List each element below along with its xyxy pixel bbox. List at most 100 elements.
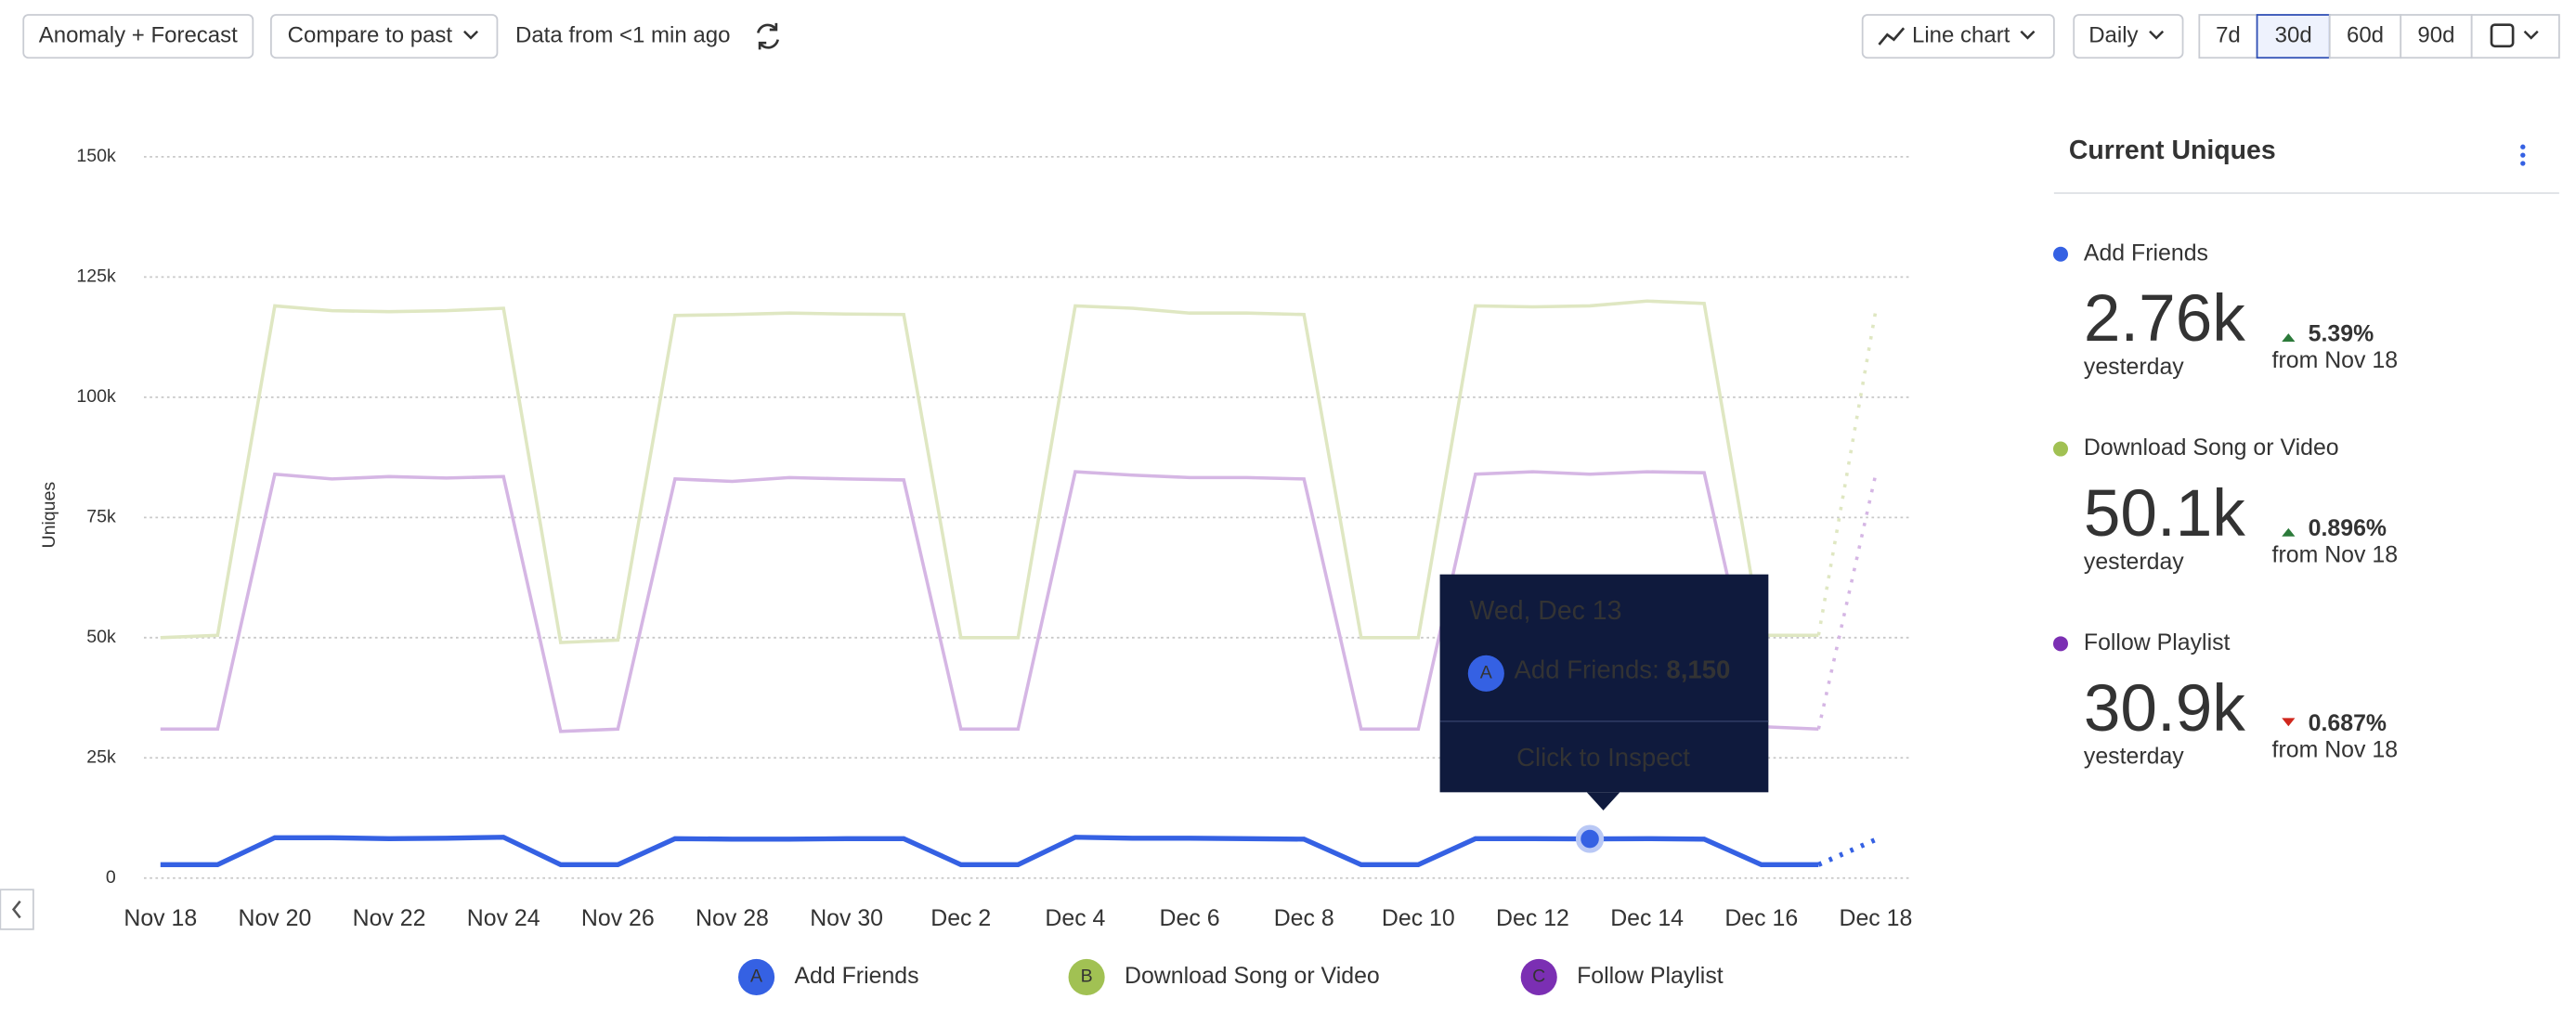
freshness: Data from <1 min ago [515, 22, 730, 47]
tooltip-date: Wed, Dec 13 [1470, 596, 1622, 626]
x-tick-label: Dec 2 [930, 905, 991, 931]
item-since: from Nov 18 [2272, 542, 2398, 568]
compare-button[interactable] [270, 14, 499, 59]
x-tick-label: Nov 30 [810, 905, 883, 931]
legend-badge[interactable] [738, 958, 775, 995]
series-dot [2053, 246, 2068, 262]
x-tick-label: Dec 8 [1274, 905, 1334, 931]
x-tick-label: Dec 14 [1610, 905, 1684, 931]
range-label: 60d [2347, 22, 2384, 47]
tooltip-letter: A [1480, 663, 1492, 683]
line-icon [1878, 27, 1906, 45]
x-tick-label: Nov 28 [696, 905, 769, 931]
y-tick-label: 150k [76, 146, 116, 166]
tooltip-arrow [1586, 792, 1620, 811]
range-button[interactable] [2198, 14, 2258, 59]
item-period: yesterday [2084, 549, 2184, 575]
forecast-line [1816, 310, 1878, 636]
x-tick-label: Nov 24 [467, 905, 540, 931]
up-arrow [2282, 527, 2296, 537]
item-change: 5.39% [2309, 320, 2374, 346]
compare-label: Compare to past [288, 22, 453, 47]
interval-label: Daily [2088, 22, 2138, 47]
tooltip-value: 8,150 [1666, 655, 1730, 684]
chevron [463, 30, 478, 40]
item-name: Download Song or Video [2084, 435, 2339, 461]
series-line [160, 835, 1819, 867]
item-period: yesterday [2084, 744, 2184, 770]
legend-name: Follow Playlist [1577, 963, 1724, 989]
series-line [160, 470, 1819, 733]
legend-name: Download Song or Video [1125, 963, 1380, 989]
x-tick-label: Nov 18 [124, 905, 197, 931]
forecast-line [1817, 837, 1877, 867]
forecast-line [1816, 474, 1878, 730]
item-period: yesterday [2084, 354, 2184, 380]
range-label: 7d [2216, 22, 2241, 47]
y-axis-label: Uniques [39, 482, 59, 549]
tooltip[interactable]: Wed, Dec 13 A Add Friends: 8,150 Click t… [1439, 574, 1769, 811]
tooltip-label: Add Friends: [1515, 655, 1667, 684]
legend-letter: B [1081, 967, 1093, 987]
y-tick-label: 75k [86, 507, 116, 527]
item-change: 0.687% [2309, 710, 2387, 736]
legend: A Add Friends B Download Song or Video C Foll… [738, 958, 1724, 995]
plot: 0 25k 50k 75k 100k 125k 150k Nov 18 Nov 20 Nov 22… [76, 146, 1912, 931]
panel-menu[interactable] [2520, 144, 2526, 166]
y-tick-label: 125k [76, 266, 116, 287]
item-since: from Nov 18 [2272, 347, 2398, 373]
chevron [2149, 30, 2165, 40]
legend-badge[interactable] [1520, 958, 1557, 995]
chevron [2020, 30, 2036, 40]
interval-button[interactable] [2073, 14, 2184, 59]
range-button[interactable] [2328, 14, 2402, 59]
chart-type-label: Line chart [1912, 22, 2010, 47]
chevron [2523, 30, 2539, 40]
collapse-button[interactable] [0, 889, 34, 930]
item-since: from Nov 18 [2272, 736, 2398, 762]
legend-name: Add Friends [794, 963, 918, 989]
range-label: 30d [2275, 22, 2312, 47]
item-name: Add Friends [2084, 240, 2208, 266]
item-value: 30.9k [2084, 672, 2245, 746]
anomaly-button[interactable] [22, 14, 254, 59]
x-tick-label: Nov 22 [353, 905, 426, 931]
item-name: Follow Playlist [2084, 629, 2231, 655]
tooltip-action[interactable]: Click to Inspect [1516, 743, 1690, 772]
series-dot [2053, 636, 2068, 652]
calendar-button[interactable] [2470, 14, 2560, 59]
down-arrow [2282, 718, 2296, 727]
y-tick-label: 100k [76, 386, 116, 407]
panel-title: Current Uniques [2069, 136, 2276, 165]
x-tick-label: Dec 18 [1839, 905, 1912, 931]
item-value: 2.76k [2084, 282, 2245, 356]
x-tick-label: Dec 16 [1724, 905, 1798, 931]
up-arrow [2282, 333, 2296, 342]
x-tick-label: Dec 10 [1382, 905, 1455, 931]
x-tick-label: Nov 20 [239, 905, 312, 931]
calendar-icon [2490, 23, 2515, 48]
y-tick-label: 0 [106, 867, 116, 888]
collapse-icon [11, 900, 21, 919]
tooltip-text: Add Friends: 8,150 [1515, 655, 1731, 684]
hover-point [1575, 824, 1605, 853]
legend-letter: C [1532, 967, 1545, 987]
series-dot [2053, 441, 2068, 457]
legend-letter: A [750, 967, 762, 987]
item-change: 0.896% [2309, 515, 2387, 541]
range-group: 7d 30d 60d 90d [2198, 14, 2473, 59]
x-tick-label: Dec 4 [1045, 905, 1105, 931]
range-button[interactable] [2256, 14, 2331, 59]
y-tick-label: 50k [86, 627, 116, 647]
chart-type-button[interactable] [1861, 14, 2055, 59]
y-tick-label: 25k [86, 746, 116, 767]
x-tick-label: Dec 6 [1160, 905, 1220, 931]
anomaly-label: Anomaly + Forecast [39, 22, 238, 47]
refresh-icon[interactable] [757, 22, 779, 50]
series-line [160, 299, 1819, 644]
x-tick-label: Dec 12 [1496, 905, 1569, 931]
legend-badge[interactable] [1068, 958, 1105, 995]
